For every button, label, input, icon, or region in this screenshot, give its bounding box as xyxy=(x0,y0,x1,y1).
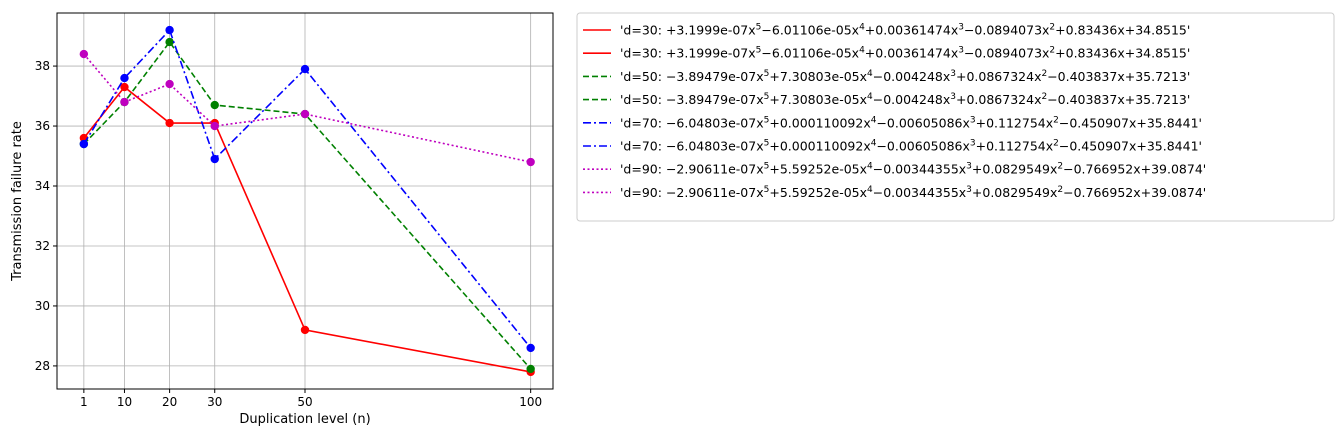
data-point xyxy=(165,79,174,89)
series-1 xyxy=(79,37,535,374)
x-tick-label: 10 xyxy=(117,395,132,409)
y-tick-label: 30 xyxy=(35,299,50,313)
y-tick-label: 34 xyxy=(35,179,50,193)
data-point xyxy=(300,325,310,335)
data-point xyxy=(210,154,219,164)
data-point xyxy=(120,73,129,83)
data-point xyxy=(165,25,174,35)
legend-entry: 'd=30: +3.1999e-07x5−6.01106e-05x4+0.003… xyxy=(583,46,1190,61)
legend-entry: 'd=50: −3.89479e-07x5+7.30803e-05x4−0.00… xyxy=(583,92,1190,107)
y-axis-title: Transmission failure rate xyxy=(10,121,25,282)
legend-entry: 'd=90: −2.90611e-07x5+5.59252e-05x4−0.00… xyxy=(583,162,1206,177)
legend-label: 'd=90: −2.90611e-07x5+5.59252e-05x4−0.00… xyxy=(620,162,1206,177)
series-2 xyxy=(79,25,535,353)
series-0 xyxy=(79,82,535,377)
y-tick-label: 38 xyxy=(35,59,50,73)
legend-label: 'd=30: +3.1999e-07x5−6.01106e-05x4+0.003… xyxy=(620,46,1190,61)
series-line xyxy=(83,53,531,163)
data-point xyxy=(79,49,89,59)
data-point xyxy=(210,121,219,131)
data-point xyxy=(526,364,535,374)
series-line xyxy=(83,40,532,370)
x-tick-label: 50 xyxy=(297,395,312,409)
legend-frame xyxy=(576,12,1335,222)
y-tick-label: 36 xyxy=(35,119,50,133)
data-point xyxy=(165,37,174,47)
x-tick-label: 100 xyxy=(519,395,542,409)
legend-label: 'd=30: +3.1999e-07x5−6.01106e-05x4+0.003… xyxy=(620,23,1190,38)
data-point xyxy=(120,97,129,107)
legend-label: 'd=70: −6.04803e-07x5+0.000110092x4−0.00… xyxy=(620,115,1202,130)
legend: 'd=30: +3.1999e-07x5−6.01106e-05x4+0.003… xyxy=(576,12,1335,222)
y-tick-label: 28 xyxy=(35,359,50,373)
x-tick-label: 1 xyxy=(80,395,88,409)
axes: 1 10 20 30 50 100 28 30 32 34 36 38 xyxy=(35,59,542,409)
legend-label: 'd=50: −3.89479e-07x5+7.30803e-05x4−0.00… xyxy=(620,69,1190,84)
series-line xyxy=(83,85,531,373)
legend-entry: 'd=70: −6.04803e-07x5+0.000110092x4−0.00… xyxy=(583,115,1202,130)
data-point xyxy=(165,118,174,128)
x-tick-label: 20 xyxy=(162,395,177,409)
data-point xyxy=(210,100,219,110)
legend-entry: 'd=70: −6.04803e-07x5+0.000110092x4−0.00… xyxy=(583,139,1202,154)
data-point xyxy=(300,64,310,74)
data-point xyxy=(526,157,535,167)
data-point xyxy=(79,139,89,149)
legend-entry: 'd=50: −3.89479e-07x5+7.30803e-05x4−0.00… xyxy=(583,69,1190,84)
data-point xyxy=(300,109,310,119)
series-line xyxy=(83,28,532,349)
x-tick-label: 30 xyxy=(207,395,222,409)
legend-label: 'd=70: −6.04803e-07x5+0.000110092x4−0.00… xyxy=(620,139,1202,154)
legend-entry: 'd=30: +3.1999e-07x5−6.01106e-05x4+0.003… xyxy=(583,23,1190,38)
x-axis-title: Duplication level (n) xyxy=(239,412,370,427)
y-tick-label: 32 xyxy=(35,239,50,253)
grid xyxy=(57,13,553,389)
data-point xyxy=(526,343,535,353)
legend-label: 'd=50: −3.89479e-07x5+7.30803e-05x4−0.00… xyxy=(620,92,1190,107)
legend-label: 'd=90: −2.90611e-07x5+5.59252e-05x4−0.00… xyxy=(620,185,1206,200)
series-group xyxy=(79,25,535,377)
legend-entry: 'd=90: −2.90611e-07x5+5.59252e-05x4−0.00… xyxy=(583,185,1206,200)
data-point xyxy=(120,82,129,92)
series-3 xyxy=(79,49,535,167)
